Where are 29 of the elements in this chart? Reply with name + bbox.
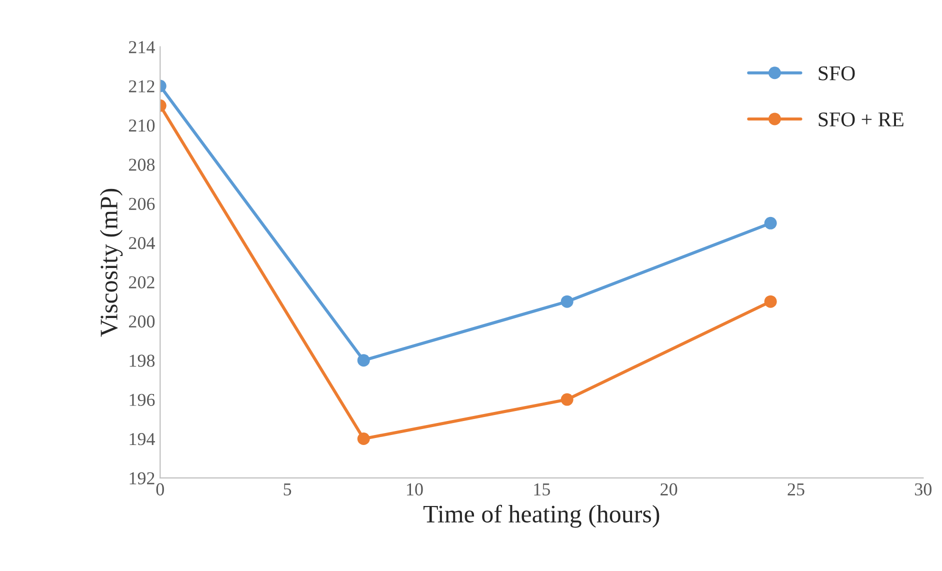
y-tick-label: 196 <box>130 394 155 406</box>
point <box>357 354 370 367</box>
y-tick-label: 210 <box>128 119 155 132</box>
y-tick-label: 208 <box>128 158 155 171</box>
point <box>764 216 777 230</box>
y-tick-label: 198 <box>130 354 155 367</box>
y-tick-label: 214 <box>128 41 155 54</box>
point <box>764 295 777 308</box>
x-tick-label: 5 <box>284 483 292 496</box>
legend-label: SFO <box>818 66 855 80</box>
y-tick-label: 212 <box>128 80 154 92</box>
y-tick-label: 202 <box>128 276 154 288</box>
y-tick-label: 206 <box>128 198 155 210</box>
x-tick-label: 10 <box>407 483 423 496</box>
y-tick-label: 200 <box>128 315 155 328</box>
x-tick-label: 15 <box>534 483 550 496</box>
point <box>357 432 370 445</box>
x-tick-label: 0 <box>156 483 164 496</box>
y-axis-title: Viscosity (mP) <box>100 188 123 337</box>
legend-label: SFO + RE <box>818 112 904 126</box>
x-tick-label: 25 <box>788 483 804 496</box>
x-axis-title: Time of heating (hours) <box>423 504 660 528</box>
x-tick-label: 30 <box>914 483 932 496</box>
x-tick-label: 20 <box>660 483 678 496</box>
y-tick-label: 194 <box>130 433 155 446</box>
point <box>560 295 574 308</box>
y-tick-label: 204 <box>128 237 155 250</box>
point <box>560 393 574 406</box>
y-tick-label: 192 <box>130 472 154 484</box>
